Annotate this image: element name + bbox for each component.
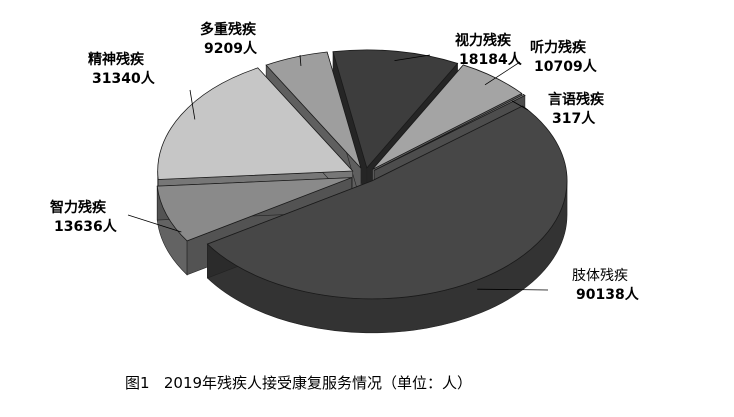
slice-label-value: 13636人 [54,218,118,235]
slice-label-value: 317人 [552,110,596,127]
pie-slice-6 [157,67,354,180]
figure-number: 图1 [125,374,150,392]
leader-lines [127,54,549,291]
leader-line-3 [511,100,529,111]
pie-slice-3 [374,93,526,171]
leader-line-1 [394,54,431,62]
pie-slice-1 [332,49,459,169]
slice-label-value: 31340人 [92,70,156,87]
slice-label-name: 智力残疾 [49,199,107,216]
slice-label-name: 多重残疾 [200,21,257,38]
pie-slices [156,49,568,300]
pie-slice-2 [372,64,523,170]
leader-line-6 [189,89,196,120]
slice-label-name: 视力残疾 [455,32,512,49]
slice-label-name: 精神残疾 [88,51,145,68]
slice-label-value: 9209人 [204,40,258,57]
slice-label-name: 肢体残疾 [572,268,628,284]
leader-line-7 [299,54,302,66]
figure-caption: 图1 2019年残疾人接受康复服务情况（单位：人） [125,372,472,393]
slice-label-name: 言语残疾 [548,91,605,108]
slice-label-value: 90138人 [576,286,640,303]
figure-title: 2019年残疾人接受康复服务情况（单位：人） [163,374,473,392]
slice-label-value: 10709人 [534,58,598,75]
leader-line-5 [127,214,182,233]
slice-label-name: 听力残疾 [530,39,587,56]
leader-line-2 [484,61,521,86]
pie-slice-4 [206,105,568,300]
leader-line-4 [477,288,549,291]
slice-label-value: 18184人 [459,51,523,68]
pie-slice-5 [156,177,352,242]
pie-slice-7 [265,51,362,169]
